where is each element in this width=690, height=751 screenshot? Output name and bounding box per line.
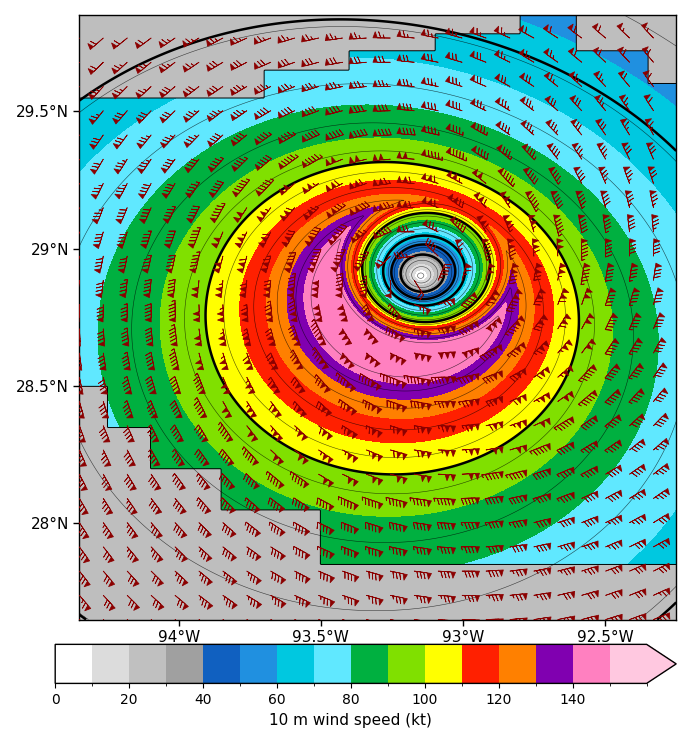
X-axis label: 10 m wind speed (kt): 10 m wind speed (kt)	[270, 713, 433, 728]
PathPatch shape	[647, 644, 676, 683]
